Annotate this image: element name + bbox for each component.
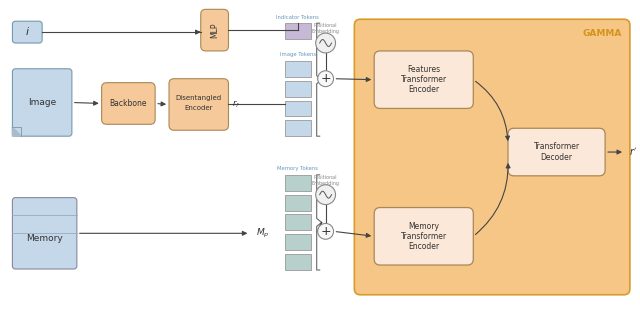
FancyBboxPatch shape [508, 128, 605, 176]
Text: GAMMA: GAMMA [582, 29, 622, 38]
Bar [285, 100, 311, 116]
Bar [285, 61, 311, 77]
Text: Disentangled: Disentangled [176, 95, 222, 100]
FancyBboxPatch shape [12, 198, 77, 269]
Text: Decoder: Decoder [541, 154, 573, 162]
Circle shape [317, 223, 333, 239]
Text: $r'$: $r'$ [629, 146, 637, 158]
Circle shape [316, 33, 335, 53]
Text: +: + [320, 225, 331, 238]
Text: Encoder: Encoder [184, 106, 213, 111]
Text: Encoder: Encoder [408, 85, 439, 94]
FancyBboxPatch shape [102, 83, 155, 124]
Text: $M_p$: $M_p$ [256, 227, 269, 240]
Bar [285, 23, 311, 39]
Text: Transformer: Transformer [401, 232, 447, 241]
Bar [285, 254, 311, 270]
Bar [285, 234, 311, 250]
FancyBboxPatch shape [201, 9, 228, 51]
Text: Transformer: Transformer [401, 75, 447, 84]
FancyBboxPatch shape [12, 21, 42, 43]
Text: +: + [320, 72, 331, 85]
Bar [285, 195, 311, 210]
Text: Transformer: Transformer [534, 142, 580, 151]
FancyBboxPatch shape [355, 19, 630, 295]
Text: Memory: Memory [26, 234, 63, 243]
Text: $r_f$: $r_f$ [232, 99, 241, 110]
FancyBboxPatch shape [374, 208, 474, 265]
Text: Backbone: Backbone [109, 99, 147, 108]
Text: Positional
Embedding: Positional Embedding [312, 175, 340, 186]
Circle shape [316, 185, 335, 205]
Text: Image: Image [28, 98, 56, 107]
Text: Features: Features [407, 65, 440, 74]
Bar [285, 175, 311, 191]
Bar [285, 120, 311, 136]
Text: MLP: MLP [210, 22, 219, 38]
Text: Encoder: Encoder [408, 242, 439, 251]
Text: Indicator Tokens: Indicator Tokens [276, 15, 319, 20]
Text: i: i [26, 27, 29, 37]
FancyBboxPatch shape [374, 51, 474, 108]
Circle shape [317, 71, 333, 87]
Polygon shape [12, 127, 21, 136]
FancyBboxPatch shape [12, 69, 72, 136]
Bar [285, 214, 311, 230]
Text: Image Tokens: Image Tokens [280, 52, 316, 57]
Text: Positional
Embedding: Positional Embedding [312, 23, 340, 34]
Text: Memory Tokens: Memory Tokens [277, 166, 318, 171]
Bar [285, 81, 311, 96]
FancyBboxPatch shape [169, 79, 228, 130]
Text: Memory: Memory [408, 222, 439, 231]
